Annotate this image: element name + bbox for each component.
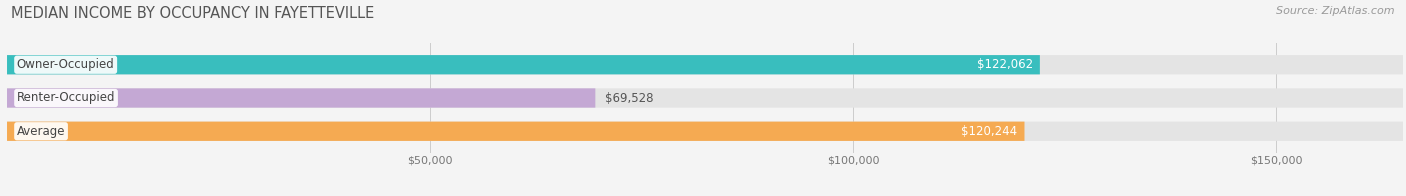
Text: MEDIAN INCOME BY OCCUPANCY IN FAYETTEVILLE: MEDIAN INCOME BY OCCUPANCY IN FAYETTEVIL… (11, 6, 374, 21)
Text: Source: ZipAtlas.com: Source: ZipAtlas.com (1277, 6, 1395, 16)
Text: Average: Average (17, 125, 65, 138)
Text: $120,244: $120,244 (962, 125, 1018, 138)
FancyBboxPatch shape (7, 88, 1403, 108)
Text: Renter-Occupied: Renter-Occupied (17, 92, 115, 104)
Text: $69,528: $69,528 (605, 92, 654, 104)
FancyBboxPatch shape (7, 55, 1403, 74)
FancyBboxPatch shape (7, 122, 1403, 141)
FancyBboxPatch shape (7, 88, 595, 108)
FancyBboxPatch shape (7, 122, 1025, 141)
FancyBboxPatch shape (7, 55, 1040, 74)
Text: Owner-Occupied: Owner-Occupied (17, 58, 114, 71)
Text: $122,062: $122,062 (977, 58, 1033, 71)
